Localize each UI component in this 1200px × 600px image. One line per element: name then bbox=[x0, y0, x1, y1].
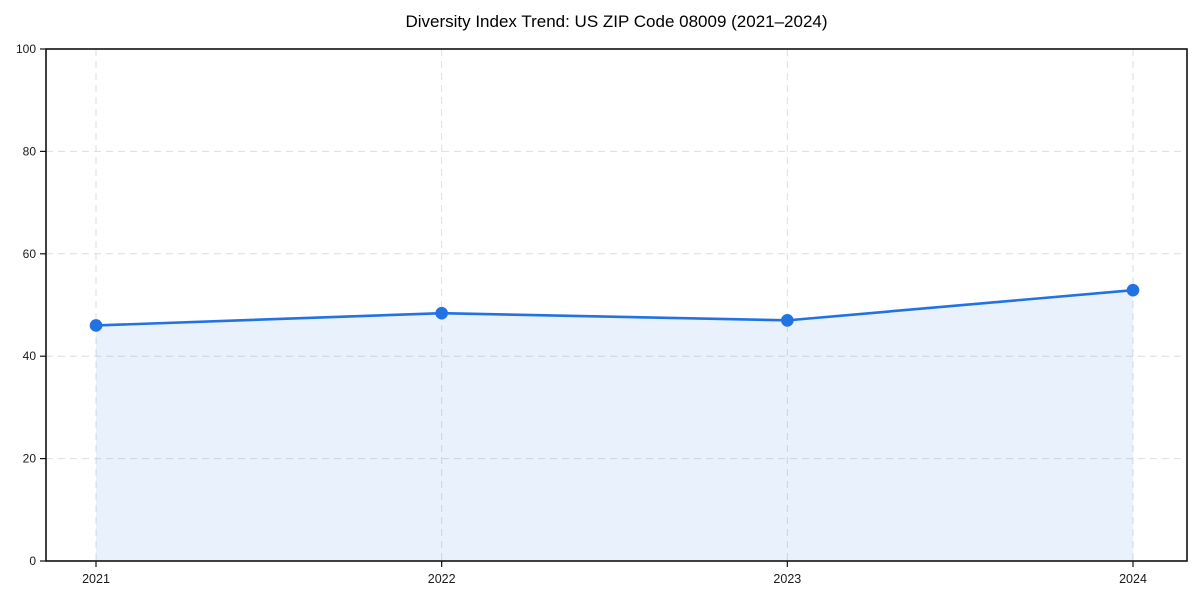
data-point bbox=[1126, 283, 1140, 297]
y-tick-label: 80 bbox=[23, 144, 37, 158]
x-tick-label: 2024 bbox=[1119, 572, 1147, 586]
data-point bbox=[781, 314, 794, 327]
x-tick-label: 2021 bbox=[82, 572, 110, 586]
plot-border bbox=[45, 48, 1188, 562]
y-tick-label: 100 bbox=[16, 42, 36, 56]
x-tick-label: 2023 bbox=[773, 572, 801, 586]
data-point bbox=[435, 306, 448, 320]
chart-title: Diversity Index Trend: US ZIP Code 08009… bbox=[405, 12, 828, 31]
y-tick-label: 0 bbox=[29, 554, 36, 568]
y-tick-label: 20 bbox=[23, 452, 37, 466]
trend-line bbox=[94, 288, 1135, 327]
area-fill bbox=[96, 290, 1133, 561]
y-tick-label: 60 bbox=[23, 247, 37, 261]
x-tick-label: 2022 bbox=[428, 572, 456, 586]
y-tick-label: 40 bbox=[23, 349, 37, 363]
data-point bbox=[89, 319, 103, 332]
